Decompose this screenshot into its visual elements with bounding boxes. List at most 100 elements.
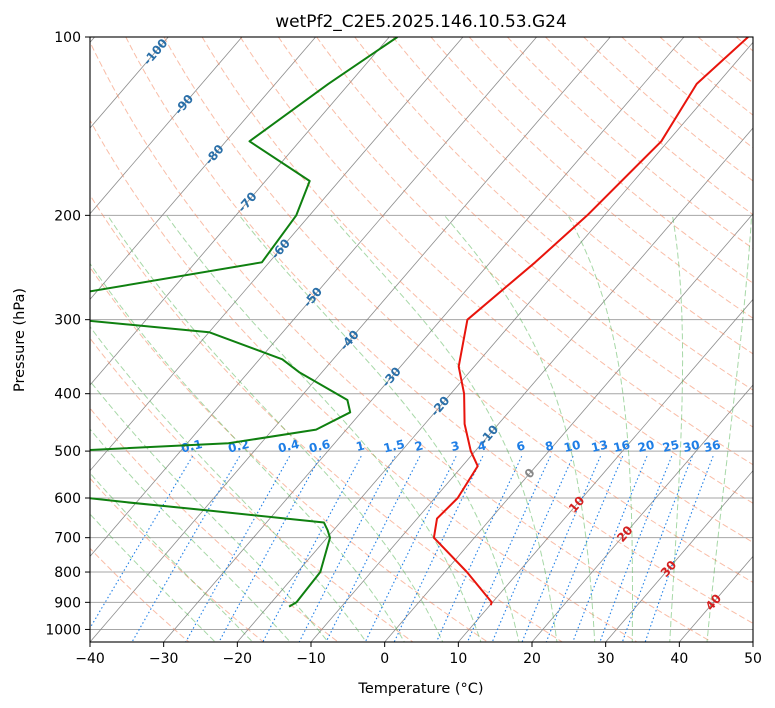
moist-adiabat-line [90,428,291,642]
x-tick-label: 50 [744,651,762,667]
dry-adiabat-line [90,337,414,642]
mixing-ratio-line [545,455,624,642]
moist-adiabat-line [669,215,684,642]
x-tick-label: −40 [75,651,105,667]
mixing-ratio-label: 13 [590,438,610,456]
mixing-ratio-label: 36 [702,438,722,456]
mixing-ratio-label: 3 [450,439,461,455]
dry-adiabat-line [201,37,753,543]
moist-adiabat-line [90,513,216,642]
moist-adiabat-line [238,214,520,642]
isotherm-label: -50 [300,285,325,311]
dry-adiabat-line [277,37,753,466]
y-tick-label: 500 [54,444,81,460]
isotherm-line [90,37,316,300]
mixing-ratio-label: 1.5 [382,437,406,456]
isotherm-line [384,213,753,642]
isotherm-line [90,37,390,386]
isotherm-label: 10 [566,493,588,515]
x-tick-label: 10 [449,651,467,667]
mixing-ratio-label: 2 [413,439,424,455]
moist-adiabat-line [443,214,596,642]
isotherm-line [458,298,753,642]
dry-adiabat-line [468,37,753,284]
mixing-ratio-label: 25 [661,438,681,456]
moist-adiabat-line [330,214,558,642]
dry-adiabat-line [621,37,753,149]
dry-adiabat-line [90,266,488,642]
mixing-ratio-label: 20 [636,438,656,456]
background-lines [90,37,753,642]
mixing-ratio-line [325,455,421,642]
axes: −40 −30 −20 −10 0 10 20 30 40 5010020030040050060… [45,30,762,667]
isotherm-line [310,127,753,642]
y-axis-title: Pressure (hPa) [12,288,28,392]
y-tick-label: 700 [54,531,81,547]
x-tick-label: −30 [149,651,179,667]
dry-adiabat-line [659,37,753,116]
dry-adiabat-line [316,37,753,428]
x-axis-title: Temperature (°C) [357,681,483,697]
isotherm-label: -80 [202,142,227,168]
mixing-ratio-line [185,455,291,642]
mixing-ratio-label: 4 [476,439,487,455]
dry-adiabat-line [392,37,753,355]
dry-adiabat-line [90,40,712,642]
isotherm-label: -30 [379,364,404,390]
x-tick-label: 30 [597,651,615,667]
dry-adiabat-line [735,37,753,52]
mixing-ratio-label: 0.4 [277,437,301,456]
mixing-ratio-label: 1 [355,439,366,455]
dry-adiabat-line [545,37,753,216]
dry-adiabat-line [697,37,753,84]
moist-adiabat-line [107,215,444,642]
dry-adiabat-line [507,37,753,250]
x-tick-label: 40 [670,651,688,667]
mixing-ratio-line [364,455,457,642]
isotherm-label: -40 [337,327,362,353]
dry-adiabat-line [354,37,753,391]
isotherm-line [163,37,685,642]
mixing-ratio-label: 16 [612,438,632,456]
mixing-ratio-line [262,455,362,642]
mixing-ratio-line [599,455,673,642]
isotherm-line [90,37,611,642]
profile-series [90,37,749,608]
y-tick-label: 300 [54,313,81,329]
mixing-ratio-label: 8 [544,439,555,455]
temperature-line [432,37,749,606]
moist-adiabat-line [567,215,633,642]
isotherm-line [90,37,537,557]
x-tick-label: −10 [296,651,326,667]
moist-adiabat-line [166,215,482,642]
y-tick-label: 200 [54,208,81,224]
line-labels: 0.1 0.2 0.4 0.6 1 1.5 2 3 4 6 8 10 13 16 20 25 30 36-100-… [140,37,724,613]
isotherm-label: -20 [428,393,453,419]
mixing-ratio-label: 30 [682,438,702,456]
dewpoint-line [90,37,398,608]
isotherm-line [531,384,753,642]
mixing-ratio-line [393,455,484,642]
dry-adiabat-line [90,477,264,642]
y-tick-label: 400 [54,387,81,403]
moist-adiabat-line [706,215,753,642]
y-tick-label: 800 [54,565,81,581]
mixing-ratio-line [298,455,396,642]
isotherm-line [605,470,753,642]
mixing-ratio-line [491,455,574,642]
moist-adiabat-line [90,262,406,642]
moist-adiabat-line [90,472,254,642]
mixing-ratio-label: 0.6 [308,437,332,456]
mixing-ratio-line [521,455,602,642]
y-tick-label: 900 [54,595,81,611]
y-tick-label: 600 [54,491,81,507]
moist-adiabat-line [90,325,367,642]
mixing-ratio-line [90,455,194,630]
y-tick-label: 100 [54,30,81,46]
dry-adiabat-line [90,407,339,642]
mixing-ratio-label: 6 [515,439,526,455]
x-tick-label: −20 [223,651,253,667]
mixing-ratio-line [621,455,693,642]
